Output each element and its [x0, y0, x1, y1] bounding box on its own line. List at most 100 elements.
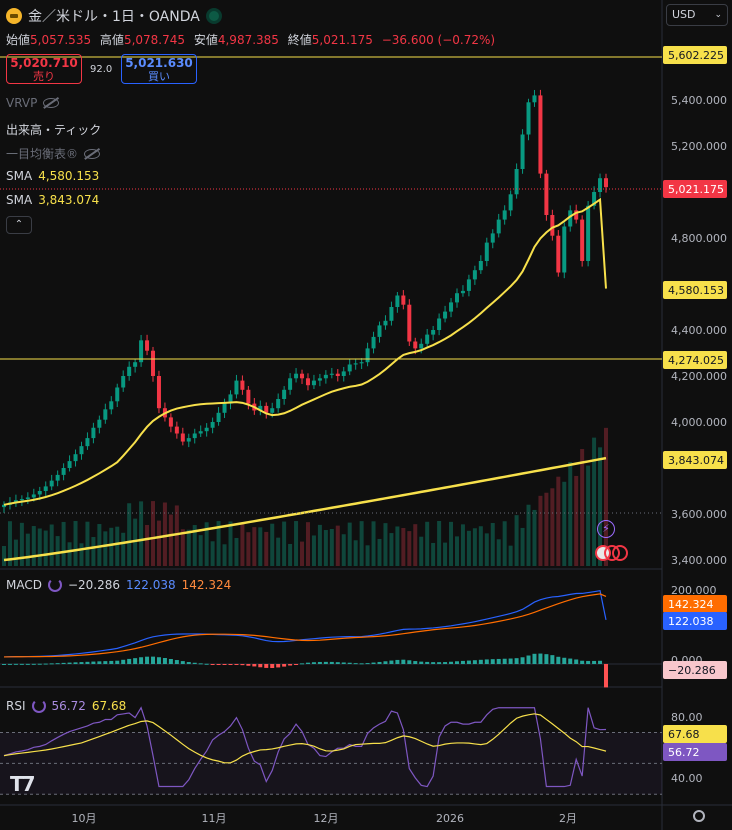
macd-histogram-bar [103, 661, 108, 664]
eye-off-icon[interactable] [84, 148, 101, 159]
candle-body [156, 376, 161, 409]
candle-body [55, 474, 60, 481]
macd-histogram-bar [538, 653, 543, 664]
chevron-up-icon: ⌃ [14, 219, 24, 230]
legend-vrvp[interactable]: VRVP [6, 96, 60, 110]
lightning-icon[interactable]: ⚡ [597, 520, 615, 538]
candle-body [97, 419, 102, 428]
currency-select[interactable]: USD ⌄ [666, 4, 728, 26]
spread-value: 92.0 [90, 64, 113, 75]
legend-sma-1[interactable]: SMA 4,580.153 [6, 169, 99, 183]
macd-histogram-bar [532, 653, 537, 664]
legend-sma-2[interactable]: SMA 3,843.074 [6, 193, 99, 207]
macd-histogram-bar [127, 658, 132, 664]
volume-bar [353, 540, 358, 566]
symbol-title[interactable]: 金／米ドル・1日・OANDA [28, 9, 200, 25]
candle-body [258, 405, 263, 411]
macd-histogram-bar [490, 659, 495, 664]
badge-last-price [663, 180, 727, 198]
candle-body [228, 394, 233, 404]
candle-body [198, 431, 203, 434]
candle-body [31, 494, 36, 498]
macd-histogram-bar [604, 664, 608, 688]
candle-body [526, 102, 531, 135]
eye-off-icon[interactable] [43, 98, 60, 108]
rsi-legend[interactable]: RSI 56.72 67.68 [6, 699, 126, 713]
sell-button[interactable]: 5,020.710 売り [6, 54, 82, 84]
candle-body [323, 374, 328, 379]
volume-bar [240, 523, 245, 566]
volume-bar [317, 524, 322, 566]
macd-histogram-bar [79, 662, 84, 664]
rsi-label: RSI [6, 699, 26, 713]
volume-bar [288, 543, 293, 566]
volume-bar [443, 542, 448, 566]
macd-histogram-bar [347, 662, 352, 664]
volume-bar [437, 521, 442, 566]
volume-bar [604, 427, 608, 566]
volume-bar [502, 521, 507, 566]
volume-bar [538, 495, 543, 566]
candle-body [282, 389, 287, 399]
candle-body [371, 336, 376, 349]
volume-bar [79, 543, 84, 566]
volume-bar [377, 538, 382, 566]
low-label: 安値 [193, 33, 218, 47]
macd-histogram-bar [550, 655, 555, 664]
badge-sma-1 [663, 281, 727, 299]
macd-histogram-bar [276, 664, 281, 668]
volume-bar [31, 526, 36, 566]
volume-bar [121, 532, 126, 566]
macd-histogram-bar [91, 661, 96, 664]
rsi-ma-line [3, 713, 607, 764]
macd-histogram-bar [472, 660, 477, 664]
macd-histogram-bar [413, 661, 418, 664]
candle-body [437, 318, 442, 330]
time-axis-label: 10月 [72, 812, 97, 825]
volume-bar [347, 522, 352, 566]
tradingview-logo[interactable]: T7 [10, 772, 36, 796]
volume-bar [246, 532, 251, 566]
macd-histogram-bar [443, 662, 448, 664]
candle-body [294, 373, 299, 379]
volume-bar [431, 542, 436, 566]
legend-volume[interactable]: 出来高・ティック [6, 121, 101, 138]
volume-bar [323, 530, 328, 566]
sma2-value: 3,843.074 [38, 193, 100, 207]
macd-histogram-bar [556, 656, 561, 664]
high-label: 高値 [99, 33, 124, 47]
candle-body [443, 311, 448, 319]
macd-histogram-bar [365, 663, 370, 665]
symbol-header[interactable]: 金／米ドル・1日・OANDA [6, 6, 222, 26]
close-label: 終値 [287, 33, 312, 47]
macd-axis-label: 200.000 [671, 584, 717, 597]
volume-bar [25, 533, 30, 566]
candle-body [514, 169, 519, 195]
badge-macd-hist [663, 661, 727, 679]
macd-histogram-bar [133, 658, 138, 664]
macd-histogram-bar [401, 659, 406, 664]
macd-histogram-bar [222, 664, 227, 665]
macd-histogram-bar [460, 660, 465, 664]
macd-histogram-bar [311, 662, 316, 664]
collapse-legend-button[interactable]: ⌃ [6, 216, 32, 234]
macd-legend[interactable]: MACD −20.286 122.038 142.324 [6, 578, 231, 592]
ohlc-readout: 始値5,057.535 高値5,078.745 安値4,987.385 終値5,… [6, 31, 500, 48]
legend-ichimoku[interactable]: 一目均衡表® [6, 145, 101, 162]
volume-bar [162, 502, 167, 566]
candle-body [204, 427, 209, 432]
gear-icon[interactable] [693, 810, 705, 822]
event-marker[interactable] [612, 545, 628, 561]
volume-bar [139, 501, 144, 566]
volume-bar [460, 524, 465, 566]
buy-button[interactable]: 5,021.630 買い [121, 54, 197, 84]
volume-bar [97, 524, 102, 566]
volume-bar [91, 537, 96, 566]
vrvp-label: VRVP [6, 96, 38, 110]
candle-body [2, 504, 6, 508]
candle-body [305, 378, 310, 386]
volume-bar [514, 515, 519, 566]
volume-bar [371, 521, 376, 566]
macd-signal-value: 142.324 [181, 578, 232, 592]
